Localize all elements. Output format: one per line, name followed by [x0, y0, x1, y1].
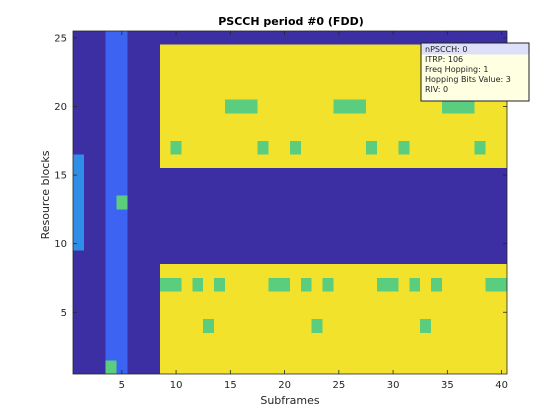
- allocation-cell: [268, 277, 290, 292]
- allocation-cell: [333, 99, 366, 114]
- datatip-line: Hopping Bits Value: 3: [425, 75, 511, 84]
- datatip-highlight: [421, 43, 529, 55]
- y-tick-label: 15: [54, 171, 67, 182]
- allocation-cell: [214, 277, 225, 292]
- allocation-cell: [420, 319, 432, 333]
- x-tick-label: 40: [495, 380, 508, 391]
- allocation-cell: [474, 140, 486, 155]
- allocation-cell: [192, 277, 204, 292]
- datatip-line: RIV: 0: [425, 85, 448, 94]
- x-tick-label: 25: [332, 380, 345, 391]
- allocation-cell: [365, 140, 377, 155]
- allocation-cell: [376, 277, 399, 292]
- allocation-cell: [257, 140, 269, 155]
- y-tick-label: 20: [54, 102, 67, 113]
- allocation-cell: [485, 277, 507, 292]
- allocation-cell: [105, 360, 117, 374]
- x-tick-label: 10: [170, 380, 183, 391]
- allocation-cell: [170, 140, 182, 155]
- allocation-cell: [322, 277, 334, 292]
- x-axis: 5 10 15 20 25 30 35 40: [119, 31, 508, 391]
- x-tick-label: 15: [224, 380, 237, 391]
- datatip-line: Freq Hopping: 1: [425, 65, 488, 74]
- plot-frame: [72, 30, 508, 375]
- x-tick-label: 20: [278, 380, 291, 391]
- y-axis-label: Resource blocks: [39, 150, 52, 239]
- allocation-cell: [300, 277, 312, 292]
- chart-title: PSCCH period #0 (FDD): [218, 15, 364, 28]
- allocation-cell: [224, 99, 258, 114]
- y-tick-label: 5: [61, 308, 67, 319]
- y-axis: 5 10 15 20 25: [54, 33, 507, 319]
- reserved-cells: [73, 154, 84, 251]
- allocation-cell: [409, 277, 421, 292]
- allocation-cell: [116, 195, 128, 210]
- allocation-cell: [159, 277, 182, 292]
- allocation-cell: [431, 277, 442, 292]
- allocation-cell: [311, 319, 323, 333]
- allocation-cell: [203, 319, 215, 333]
- datatip-line: ITRP: 106: [425, 55, 463, 64]
- y-tick-label: 25: [54, 33, 67, 44]
- allocation-cell: [398, 140, 410, 155]
- y-tick-label: 10: [54, 239, 67, 250]
- x-tick-label: 30: [387, 380, 400, 391]
- x-tick-label: 35: [441, 380, 454, 391]
- allocation-cell: [441, 99, 475, 114]
- x-axis-label: Subframes: [260, 394, 320, 407]
- allocation-cell: [290, 140, 301, 155]
- x-tick-label: 5: [119, 380, 125, 391]
- datatip-line: nPSCCH: 0: [425, 45, 468, 54]
